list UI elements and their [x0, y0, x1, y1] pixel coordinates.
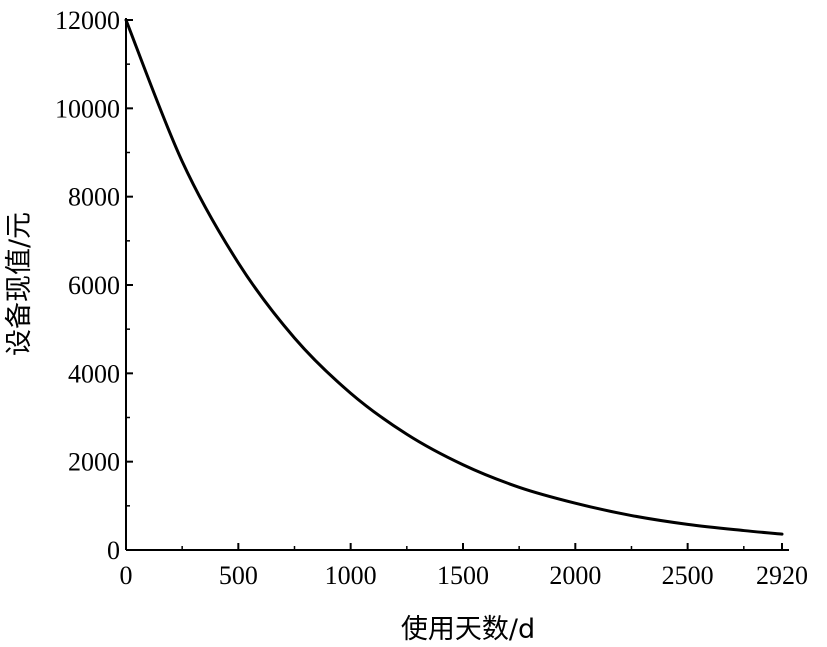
tick-labels: 0 2000 4000 6000 8000 10000 12000 0 500 1000 1500 2… — [55, 6, 808, 590]
axes — [125, 18, 789, 551]
x-axis-title: 使用天数/d — [401, 614, 535, 645]
x-tick-label: 1000 — [325, 561, 377, 590]
ticks — [125, 19, 783, 551]
y-tick-label: 10000 — [55, 94, 120, 123]
x-tick-label: 2920 — [756, 561, 808, 590]
x-tick-label: 2000 — [549, 561, 601, 590]
series — [124, 18, 784, 536]
y-tick-label: 2000 — [68, 448, 120, 477]
x-tick-label: 0 — [120, 561, 133, 590]
y-tick-label: 12000 — [55, 6, 120, 35]
y-tick-label: 8000 — [68, 183, 120, 212]
x-tick-label: 1500 — [437, 561, 489, 590]
x-tick-label: 2500 — [662, 561, 714, 590]
x-tick-label: 500 — [219, 561, 258, 590]
y-tick-label: 6000 — [68, 271, 120, 300]
y-tick-label: 4000 — [68, 359, 120, 388]
series-line — [124, 18, 784, 536]
y-axis-title: 设备现值/元 — [4, 212, 35, 356]
y-tick-label: 0 — [107, 536, 120, 565]
